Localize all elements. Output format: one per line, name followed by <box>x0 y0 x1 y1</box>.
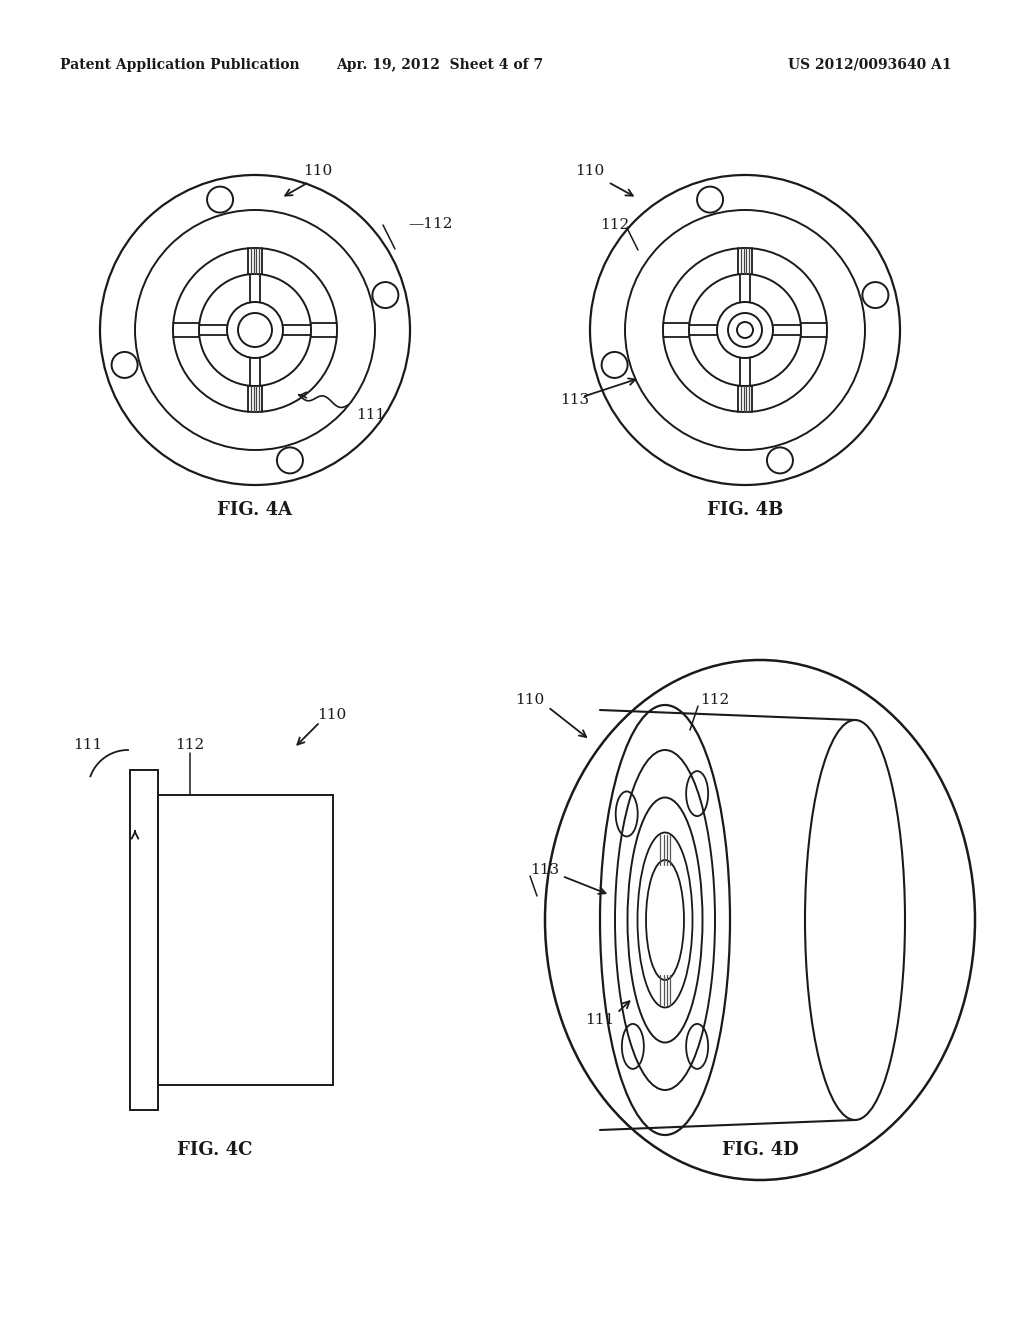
Text: FIG. 4C: FIG. 4C <box>177 1140 253 1159</box>
Text: Patent Application Publication: Patent Application Publication <box>60 58 300 73</box>
Text: 112: 112 <box>700 693 729 708</box>
Bar <box>130 770 158 1110</box>
Text: US 2012/0093640 A1: US 2012/0093640 A1 <box>788 58 952 73</box>
Text: FIG. 4A: FIG. 4A <box>217 502 293 519</box>
Text: 110: 110 <box>575 164 604 178</box>
Text: FIG. 4B: FIG. 4B <box>707 502 783 519</box>
Text: 113: 113 <box>530 863 559 876</box>
Text: FIG. 4D: FIG. 4D <box>722 1140 799 1159</box>
Text: 110: 110 <box>515 693 545 708</box>
Text: 112: 112 <box>175 738 205 752</box>
Text: 111: 111 <box>74 738 102 752</box>
Text: 111: 111 <box>586 1012 614 1027</box>
Bar <box>158 795 333 1085</box>
Text: —112: —112 <box>408 216 453 231</box>
Text: 110: 110 <box>317 708 347 722</box>
Text: Apr. 19, 2012  Sheet 4 of 7: Apr. 19, 2012 Sheet 4 of 7 <box>337 58 544 73</box>
Text: 110: 110 <box>303 164 333 178</box>
Text: 111: 111 <box>356 408 385 422</box>
Text: 112: 112 <box>600 218 630 232</box>
Text: 113: 113 <box>560 393 589 407</box>
